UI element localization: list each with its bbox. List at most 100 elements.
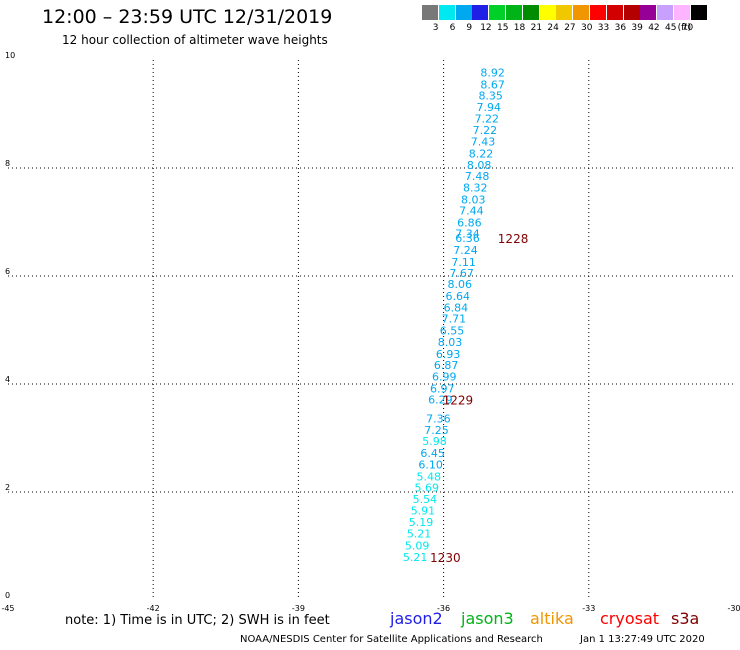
time-label: 1230: [430, 551, 461, 565]
wave-height-label: 5.91: [411, 504, 436, 517]
wave-height-label: 5.21: [403, 551, 428, 564]
color-scale-swatch: [539, 5, 556, 20]
y-tick-label: 6: [5, 267, 10, 276]
wave-height-label: 7.36: [426, 413, 451, 426]
color-scale-label: 42: [648, 23, 660, 33]
color-scale-label: 24: [547, 23, 559, 33]
time-label: 1229: [443, 394, 474, 408]
wave-height-label: 7.43: [471, 136, 496, 149]
color-scale-label: 15: [497, 23, 509, 33]
credit-line: NOAA/NESDIS Center for Satellite Applica…: [240, 634, 543, 645]
color-scale-swatch: [690, 5, 707, 20]
wave-height-label: 6.93: [436, 348, 461, 361]
wave-height-label: 6.97: [430, 382, 455, 395]
color-scale-unit: (ft): [677, 23, 692, 33]
color-scale-swatch: [606, 5, 623, 20]
color-scale-label: 12: [480, 23, 492, 33]
color-scale-label: 9: [466, 23, 473, 33]
wave-height-label: 8.03: [438, 336, 463, 349]
wave-height-label: 6.29: [428, 394, 453, 407]
wave-height-label: 7.48: [465, 170, 490, 183]
footnote: note: 1) Time is in UTC; 2) SWH is in fe…: [65, 613, 330, 628]
color-scale-swatch: [522, 5, 539, 20]
chart-subtitle: 12 hour collection of altimeter wave hei…: [62, 33, 328, 47]
legend-entry-jason2: jason2: [390, 609, 443, 628]
color-scale-label: 18: [513, 23, 526, 33]
wave-height-label: 8.06: [447, 278, 472, 291]
y-tick-label: 8: [5, 159, 10, 168]
wave-height-label: 8.92: [480, 66, 505, 79]
color-scale-swatch: [422, 5, 438, 20]
wave-height-label: 5.19: [409, 516, 434, 529]
wave-height-label: 7.11: [451, 256, 476, 269]
wave-height-label: 5.09: [405, 539, 430, 552]
wave-height-label: 7.94: [477, 101, 502, 114]
wave-height-label: 8.08: [467, 159, 492, 172]
color-scale-swatch: [657, 5, 674, 20]
wave-height-label: 7.25: [424, 424, 449, 437]
wave-height-label: 5.21: [407, 528, 432, 541]
color-scale-swatch: [590, 5, 606, 20]
wave-height-label: 8.67: [480, 78, 505, 91]
y-tick-label: 4: [5, 375, 10, 384]
color-scale-label: 39: [631, 23, 643, 33]
x-tick-label: -39: [292, 604, 305, 613]
color-scale-label: 6: [449, 23, 456, 33]
x-tick-label: -36: [437, 604, 450, 613]
color-scale-label: 3: [432, 23, 439, 33]
color-scale-swatch: [556, 5, 573, 20]
legend-entry-jason3: jason3: [461, 609, 514, 628]
wave-height-label: 6.10: [418, 458, 443, 471]
color-scale-swatch: [674, 5, 690, 20]
color-scale-swatch: [506, 5, 522, 20]
color-scale-label: 21: [530, 23, 543, 33]
legend-entry-s3a: s3a: [671, 609, 700, 628]
x-tick-label: -30: [727, 604, 740, 613]
wave-height-label: 7.71: [442, 313, 467, 326]
wave-height-label: 6.86: [457, 217, 482, 230]
y-tick-label: 10: [5, 51, 15, 60]
x-tick-label: -45: [1, 604, 14, 613]
color-scale-swatch: [573, 5, 590, 20]
color-scale-label: 33: [597, 23, 610, 33]
color-scale-swatch: [489, 5, 506, 20]
wave-height-label: 7.22: [473, 124, 498, 137]
wave-height-label: 6.45: [420, 447, 445, 460]
wave-height-label: 6.84: [444, 301, 469, 314]
wave-height-label: 6.55: [440, 325, 465, 338]
color-scale-swatch: [623, 5, 640, 20]
wave-height-label: 8.03: [461, 193, 486, 206]
generated-timestamp: Jan 1 13:27:49 UTC 2020: [580, 634, 705, 645]
wave-height-label: 6.36: [455, 232, 480, 245]
color-scale-label: 27: [564, 23, 576, 33]
chart-title: 12:00 – 23:59 UTC 12/31/2019: [42, 6, 333, 28]
wave-height-label: 7.67: [449, 267, 474, 280]
legend-entry-altika: altika: [530, 609, 574, 628]
wave-height-label: 7.44: [459, 205, 484, 218]
y-tick-label: 0: [5, 591, 10, 600]
wave-height-label: 7.24: [453, 244, 478, 257]
wave-height-label: 6.64: [446, 290, 471, 303]
wave-height-label: 5.98: [422, 435, 447, 448]
color-scale-swatch: [438, 5, 455, 20]
time-label: 1228: [498, 232, 529, 246]
wave-height-label: 7.22: [475, 112, 500, 125]
x-tick-label: -42: [147, 604, 160, 613]
wave-height-label: 5.69: [415, 482, 440, 495]
color-scale-label: 70: [681, 23, 694, 33]
wave-height-label: 5.48: [416, 470, 441, 483]
wave-height-label: 6.99: [432, 370, 457, 383]
color-scale-swatch: [455, 5, 472, 20]
wave-height-label: 8.32: [463, 181, 488, 194]
wave-height-label: 8.22: [469, 147, 494, 160]
color-scale-swatch: [640, 5, 657, 20]
color-scale-label: 36: [614, 23, 627, 33]
wave-height-label: 6.87: [434, 359, 459, 372]
wave-height-label: 8.35: [478, 90, 503, 103]
wave-height-label: 5.54: [413, 493, 438, 506]
x-tick-label: -33: [582, 604, 595, 613]
wave-height-label: 7.34: [455, 227, 480, 240]
legend-entry-cryosat: cryosat: [600, 609, 660, 628]
color-scale-label: 45: [665, 23, 677, 33]
